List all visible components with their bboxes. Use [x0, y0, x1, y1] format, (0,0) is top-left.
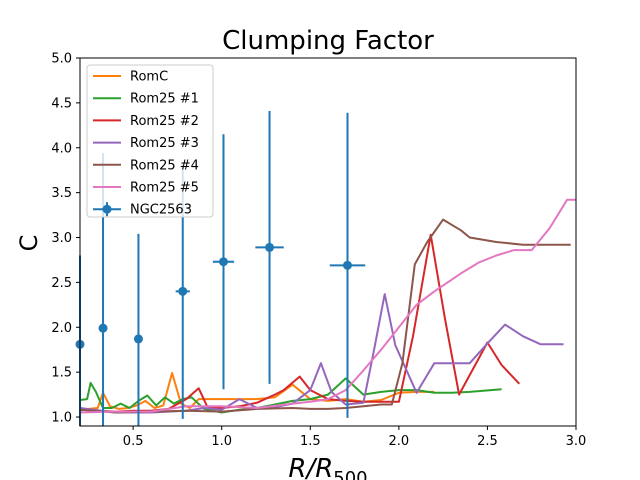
x-tick-label-6: 3.0 [566, 434, 587, 449]
x-axis-label: R/R500 [288, 454, 367, 480]
x-axis-label-main: R/R [288, 454, 333, 480]
data-point-7 [342, 260, 352, 270]
data-point-4 [178, 286, 188, 296]
series-layer [80, 198, 576, 414]
series-line-6 [80, 198, 576, 414]
legend-label-5: Rom25 #4 [130, 158, 199, 173]
data-point-3 [133, 334, 143, 344]
y-tick-label-7: 4.0 [51, 141, 72, 156]
x-axis-label-sub: 500 [333, 468, 367, 480]
chart-title: Clumping Factor [222, 26, 434, 56]
y-tick-label-3: 2.0 [51, 321, 72, 336]
legend-marker-7 [102, 204, 112, 214]
legend-label-1: RomC [130, 70, 168, 85]
data-point-5 [218, 257, 228, 267]
y-tick-label-9: 5.0 [51, 52, 72, 67]
y-tick-label-5: 3.0 [51, 231, 72, 246]
x-tick-label-5: 2.5 [477, 434, 498, 449]
legend-label-4: Rom25 #3 [130, 136, 199, 151]
legend-label-3: Rom25 #2 [130, 114, 199, 129]
legend: RomC Rom25 #1 Rom25 #2 Rom25 #3 Rom25 #4 Rom2… [86, 64, 214, 218]
y-axis-label: C [15, 235, 43, 252]
x-tick-label-3: 1.5 [300, 434, 321, 449]
data-point-2 [98, 323, 108, 333]
plot-frame [79, 57, 577, 427]
x-tick-label-4: 2.0 [389, 434, 410, 449]
data-point-6 [265, 242, 275, 252]
series-line-4 [80, 293, 564, 414]
legend-label-7: NGC2563 [130, 203, 192, 218]
y-tick-label-1: 1.0 [51, 411, 72, 426]
legend-box [86, 64, 214, 218]
legend-label-6: Rom25 #5 [130, 181, 199, 196]
y-tick-layer: 1.0 1.5 2.0 2.5 3.0 3.5 4.0 4.5 5.0 [51, 52, 80, 426]
legend-label-2: Rom25 #1 [130, 92, 199, 107]
x-tick-layer: 0.5 1.0 1.5 2.0 2.5 3.0 [123, 426, 587, 449]
x-tick-label-2: 1.0 [211, 434, 232, 449]
series-line-5 [80, 218, 571, 414]
y-tick-label-6: 3.5 [51, 186, 72, 201]
y-tick-label-2: 1.5 [51, 366, 72, 381]
x-tick-label-1: 0.5 [123, 434, 144, 449]
y-tick-label-8: 4.5 [51, 96, 72, 111]
series-line-3 [80, 233, 521, 413]
y-tick-label-4: 2.5 [51, 276, 72, 291]
